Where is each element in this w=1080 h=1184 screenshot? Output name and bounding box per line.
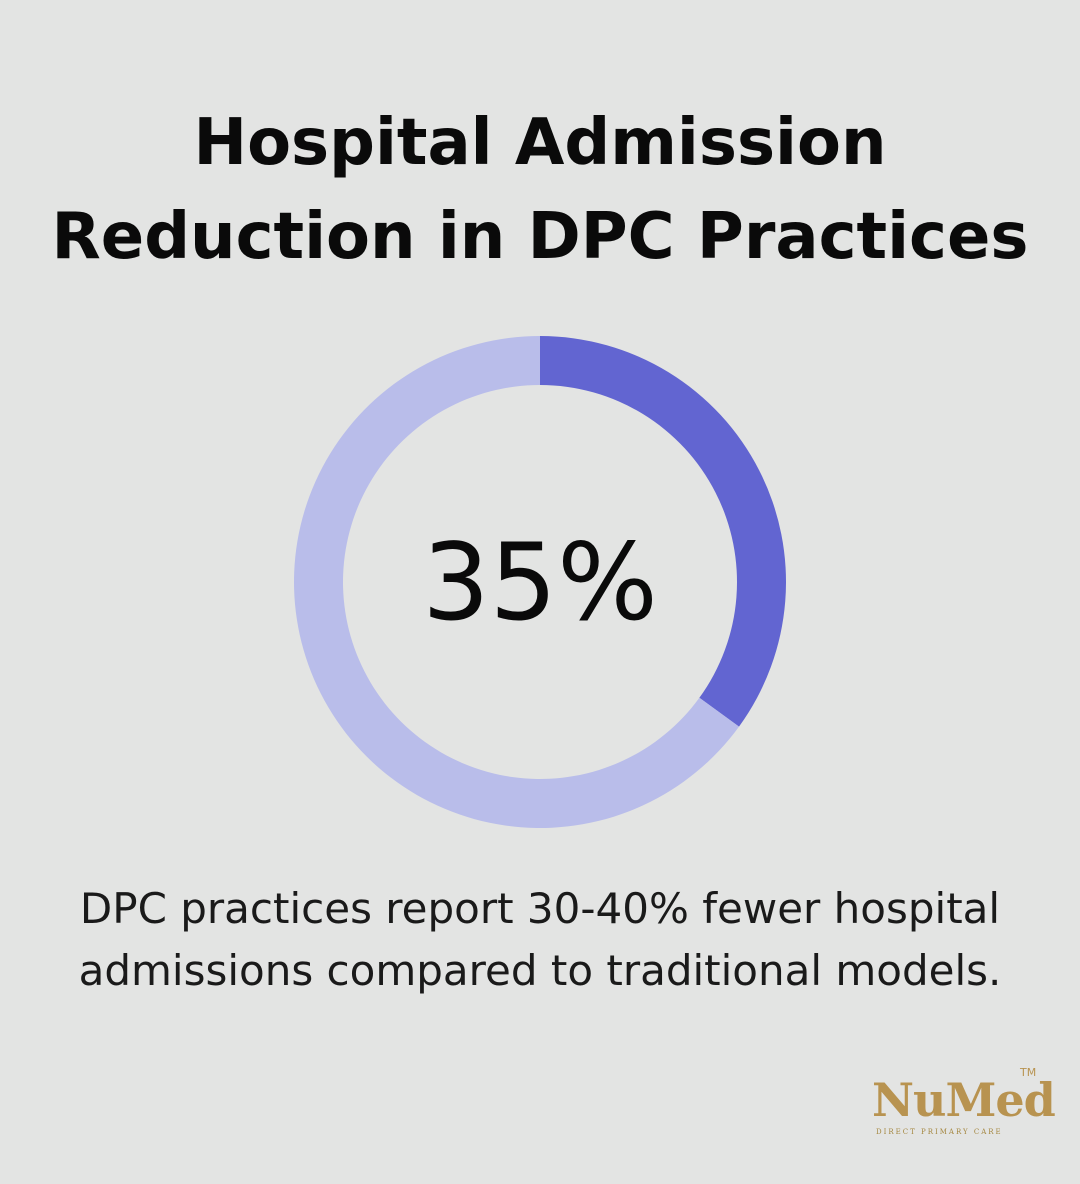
chart-caption-line-1: DPC practices report 30-40% fewer hospit… [79,884,1001,933]
logo-wordmark: NuMed [872,1073,1056,1127]
chart-title-line-1: Hospital Admission [193,106,887,180]
chart-caption: DPC practices report 30-40% fewer hospit… [0,878,1080,1002]
donut-slice-highlighted [540,336,786,727]
chart-title: Hospital Admission Reduction in DPC Prac… [0,96,1080,284]
numed-logo: NuMed TM DIRECT PRIMARY CARE [872,1066,1056,1146]
donut-center-value: 35% [422,520,658,644]
chart-caption-line-2: admissions compared to traditional model… [78,946,1002,995]
logo-tagline: DIRECT PRIMARY CARE [876,1128,1003,1136]
donut-chart-svg [294,336,786,828]
donut-chart: 35% [294,336,786,828]
logo-trademark: TM [1020,1066,1037,1079]
chart-title-line-2: Reduction in DPC Practices [51,200,1029,274]
